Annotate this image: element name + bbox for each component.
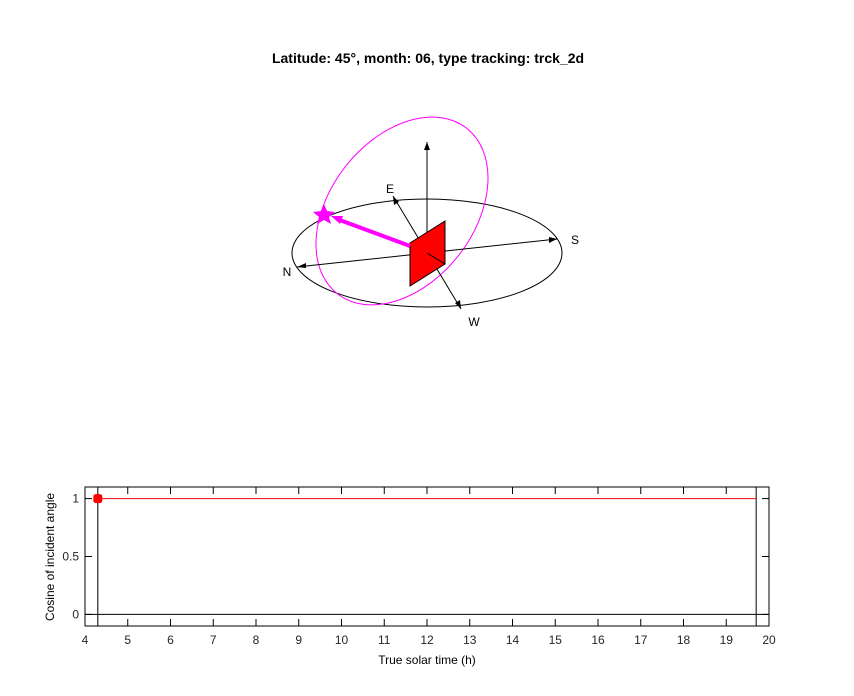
panel-normal-base xyxy=(426,252,446,265)
x-tick-label: 14 xyxy=(506,633,520,647)
y-tick-label: 1 xyxy=(72,492,79,506)
x-tick-label: 16 xyxy=(591,633,605,647)
label-west: W xyxy=(468,315,480,329)
sun-direction-arrow xyxy=(336,217,411,248)
x-tick-label: 5 xyxy=(124,633,131,647)
x-tick-label: 15 xyxy=(549,633,563,647)
x-axis-ticks: 4 5 6 7 8 9 10 11 12 13 14 15 16 17 18 19 20 xyxy=(82,487,776,647)
current-point-marker xyxy=(93,494,103,504)
south-arrow-head xyxy=(549,237,557,243)
x-tick-label: 17 xyxy=(634,633,648,647)
y-tick-label: 0 xyxy=(72,607,79,621)
west-arrow-head xyxy=(455,300,461,309)
y-tick-label: 0.5 xyxy=(62,550,79,564)
x-tick-label: 4 xyxy=(82,633,89,647)
x-tick-label: 13 xyxy=(463,633,477,647)
x-axis-label: True solar time (h) xyxy=(378,653,476,667)
sun-path-scene: N S E W xyxy=(283,116,579,329)
label-north: N xyxy=(283,265,292,279)
sun-path-ellipse xyxy=(315,116,489,306)
north-arrow-head xyxy=(297,263,306,268)
y-axis-label: Cosine of incident angle xyxy=(43,493,57,621)
incident-angle-chart: 4 5 6 7 8 9 10 11 12 13 14 15 16 17 18 19 20 0 0.5 1 True … xyxy=(43,486,776,667)
x-tick-label: 19 xyxy=(720,633,734,647)
plot-area xyxy=(85,487,769,626)
east-arrow-head xyxy=(393,196,399,205)
chart-axes-box xyxy=(84,486,770,627)
figure-title: Latitude: 45°, month: 06, type tracking:… xyxy=(272,50,584,66)
x-tick-label: 10 xyxy=(335,633,349,647)
x-tick-label: 20 xyxy=(762,633,776,647)
sun-direction-arrow-head xyxy=(331,216,343,224)
zenith-arrow-head xyxy=(424,142,430,150)
x-tick-label: 8 xyxy=(253,633,260,647)
label-east: E xyxy=(386,182,394,196)
label-south: S xyxy=(571,233,579,247)
x-tick-label: 12 xyxy=(420,633,434,647)
sun-star-icon xyxy=(313,204,335,224)
x-tick-label: 7 xyxy=(210,633,217,647)
x-tick-label: 11 xyxy=(378,633,391,647)
x-tick-label: 9 xyxy=(295,633,302,647)
x-tick-label: 18 xyxy=(677,633,691,647)
x-tick-label: 6 xyxy=(167,633,174,647)
